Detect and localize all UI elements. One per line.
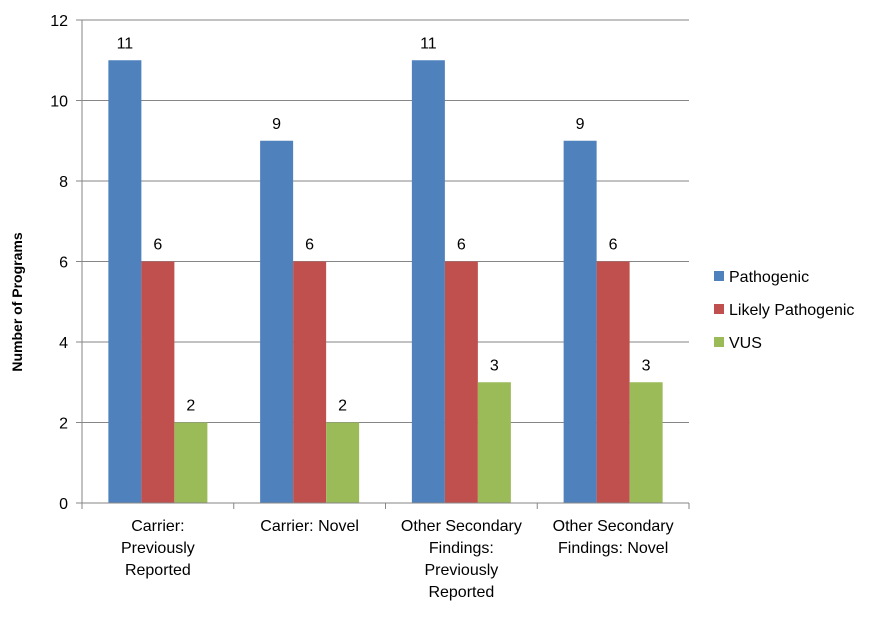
data-label: 6 <box>457 237 466 254</box>
legend-label: VUS <box>729 335 762 352</box>
axes: 0 2 4 6 8 10 12 Carrier: Previously Reported Carri… <box>50 13 690 601</box>
bar-likely-pathogenic <box>444 261 478 503</box>
bars <box>108 60 663 503</box>
bar-pathogenic <box>108 60 142 503</box>
bar-likely-pathogenic <box>141 261 175 503</box>
y-tick-label: 8 <box>59 174 68 191</box>
data-label: 9 <box>272 116 281 133</box>
bar-vus <box>326 422 360 503</box>
bar-pathogenic <box>411 60 445 503</box>
legend-label: Likely Pathogenic <box>729 302 854 319</box>
data-label: 2 <box>186 398 195 415</box>
x-category-label: Carrier: Previously Reported <box>121 518 195 579</box>
bar-vus <box>629 382 663 503</box>
x-category-label: Other Secondary Findings: Novel <box>553 518 674 557</box>
legend: Pathogenic Likely Pathogenic VUS <box>714 269 854 352</box>
y-tick-label: 12 <box>50 13 68 30</box>
data-label: 6 <box>153 237 162 254</box>
bar-pathogenic <box>563 140 597 503</box>
legend-swatch <box>714 304 724 314</box>
y-tick-label: 6 <box>59 255 68 272</box>
bar-likely-pathogenic <box>293 261 327 503</box>
bar-pathogenic <box>260 140 294 503</box>
data-label: 6 <box>609 237 618 254</box>
x-category-label: Carrier: Novel <box>260 518 359 535</box>
data-label: 11 <box>420 35 437 52</box>
bar-vus <box>477 382 511 503</box>
legend-swatch <box>714 271 724 281</box>
data-label: 11 <box>117 35 134 52</box>
y-tick-label: 0 <box>59 496 68 513</box>
bar-likely-pathogenic <box>596 261 630 503</box>
data-label: 2 <box>338 398 347 415</box>
bar-vus <box>174 422 208 503</box>
y-tick-label: 10 <box>50 94 68 111</box>
data-label: 3 <box>642 357 651 374</box>
legend-swatch <box>714 337 724 347</box>
y-tick-label: 2 <box>59 416 68 433</box>
y-axis-title: Number of Programs <box>9 232 25 371</box>
data-label: 3 <box>490 357 499 374</box>
y-tick-label: 4 <box>59 335 68 352</box>
legend-label: Pathogenic <box>729 269 809 286</box>
data-label: 9 <box>576 116 585 133</box>
data-labels: 11 6 2 9 6 2 11 6 3 9 6 3 <box>117 35 651 414</box>
x-category-label: Other Secondary Findings: Previously Report… <box>401 518 522 601</box>
data-label: 6 <box>305 237 314 254</box>
